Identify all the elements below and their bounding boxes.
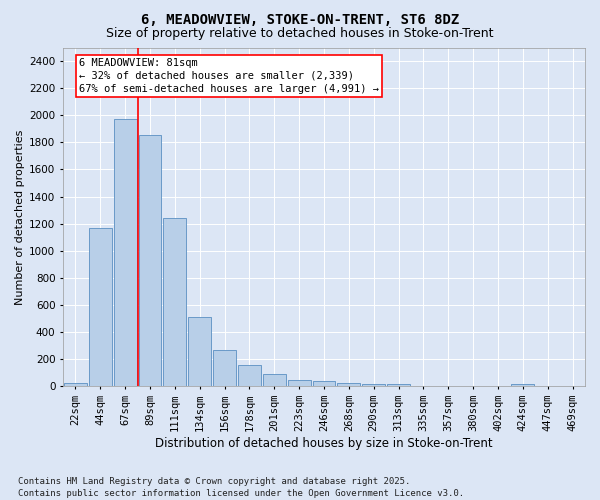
Bar	[188, 316, 211, 386]
Bar	[511, 384, 534, 386]
Bar	[238, 366, 261, 386]
Bar	[114, 118, 137, 386]
Bar	[139, 135, 161, 386]
Bar	[64, 382, 87, 386]
Text: 6, MEADOWVIEW, STOKE-ON-TRENT, ST6 8DZ: 6, MEADOWVIEW, STOKE-ON-TRENT, ST6 8DZ	[141, 12, 459, 26]
Bar	[213, 350, 236, 387]
Y-axis label: Number of detached properties: Number of detached properties	[15, 129, 25, 304]
Bar	[288, 380, 311, 386]
Bar	[89, 228, 112, 386]
Bar	[263, 374, 286, 386]
Text: 6 MEADOWVIEW: 81sqm
← 32% of detached houses are smaller (2,339)
67% of semi-det: 6 MEADOWVIEW: 81sqm ← 32% of detached ho…	[79, 58, 379, 94]
Bar	[337, 384, 361, 386]
Bar	[163, 218, 187, 386]
Text: Contains HM Land Registry data © Crown copyright and database right 2025.
Contai: Contains HM Land Registry data © Crown c…	[18, 476, 464, 498]
Bar	[362, 384, 385, 386]
Bar	[313, 381, 335, 386]
Bar	[387, 384, 410, 386]
Text: Size of property relative to detached houses in Stoke-on-Trent: Size of property relative to detached ho…	[106, 28, 494, 40]
X-axis label: Distribution of detached houses by size in Stoke-on-Trent: Distribution of detached houses by size …	[155, 437, 493, 450]
